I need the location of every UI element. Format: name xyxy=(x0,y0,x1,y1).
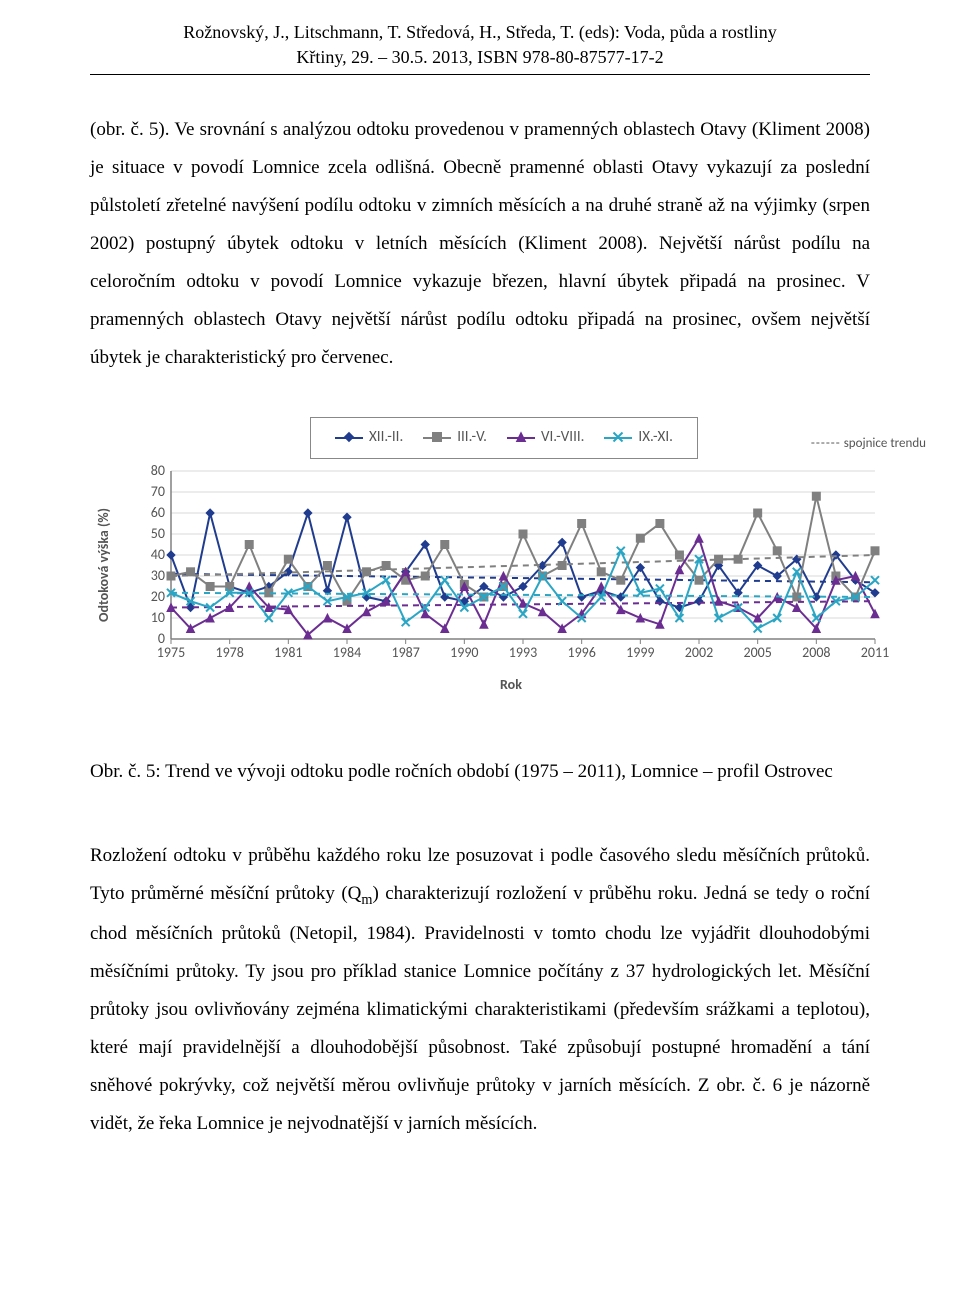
svg-text:60: 60 xyxy=(151,504,165,521)
legend-item: IX.-XI. xyxy=(604,422,672,452)
legend-label: XII.-II. xyxy=(369,422,403,452)
svg-text:1993: 1993 xyxy=(509,644,537,661)
svg-text:2011: 2011 xyxy=(861,644,889,661)
svg-text:1996: 1996 xyxy=(567,644,595,661)
figure-caption: Obr. č. 5: Trend ve vývoji odtoku podle … xyxy=(90,753,870,791)
legend-marker xyxy=(335,431,363,443)
svg-text:1981: 1981 xyxy=(274,644,302,661)
svg-text:40: 40 xyxy=(151,546,165,563)
runoff-chart: XII.-II.III.-V.VI.-VIII.IX.-XI. ------ s… xyxy=(90,417,890,693)
svg-text:2002: 2002 xyxy=(685,644,713,661)
svg-text:1984: 1984 xyxy=(333,644,361,661)
svg-text:2008: 2008 xyxy=(802,644,830,661)
svg-text:20: 20 xyxy=(151,588,165,605)
svg-text:10: 10 xyxy=(151,609,165,626)
legend-item: XII.-II. xyxy=(335,422,403,452)
header-line-2: Křtiny, 29. – 30.5. 2013, ISBN 978-80-87… xyxy=(90,45,870,70)
svg-text:1987: 1987 xyxy=(391,644,419,661)
legend-label: VI.-VIII. xyxy=(541,422,584,452)
chart-plot: 0102030405060708019751978198119841987199… xyxy=(132,465,890,665)
legend-marker xyxy=(604,431,632,443)
svg-text:80: 80 xyxy=(151,465,165,479)
chart-legend: XII.-II. III.-V. VI.-VIII. IX.-XI. xyxy=(310,417,698,459)
svg-text:1975: 1975 xyxy=(157,644,185,661)
trend-legend: ------ spojnice trendu xyxy=(811,431,926,457)
svg-text:70: 70 xyxy=(151,483,165,500)
trend-dash-glyph: ------ xyxy=(811,436,841,451)
chart-y-label: Odtoková výška (%) xyxy=(90,465,132,665)
svg-text:2005: 2005 xyxy=(743,644,771,661)
legend-marker xyxy=(423,431,451,443)
para2-b: ) charakterizují rozložení v průběhu rok… xyxy=(90,883,870,1133)
legend-marker xyxy=(507,431,535,443)
svg-text:1999: 1999 xyxy=(626,644,654,661)
header-line-1: Rožnovský, J., Litschmann, T. Středová, … xyxy=(90,20,870,45)
para2-sub: m xyxy=(361,892,372,908)
paragraph-2: Rozložení odtoku v průběhu každého roku … xyxy=(90,837,870,1142)
header-rule xyxy=(90,74,870,75)
page-header: Rožnovský, J., Litschmann, T. Středová, … xyxy=(90,20,870,70)
page: Rožnovský, J., Litschmann, T. Středová, … xyxy=(0,0,960,1211)
svg-text:30: 30 xyxy=(151,567,165,584)
legend-label: III.-V. xyxy=(457,422,487,452)
svg-text:1990: 1990 xyxy=(450,644,478,661)
legend-label: IX.-XI. xyxy=(638,422,672,452)
legend-item: VI.-VIII. xyxy=(507,422,584,452)
svg-text:50: 50 xyxy=(151,525,165,542)
legend-item: III.-V. xyxy=(423,422,487,452)
svg-text:1978: 1978 xyxy=(215,644,243,661)
paragraph-1: (obr. č. 5). Ve srovnání s analýzou odto… xyxy=(90,111,870,377)
trend-legend-label: spojnice trendu xyxy=(844,436,926,451)
chart-x-label: Rok xyxy=(132,671,890,693)
